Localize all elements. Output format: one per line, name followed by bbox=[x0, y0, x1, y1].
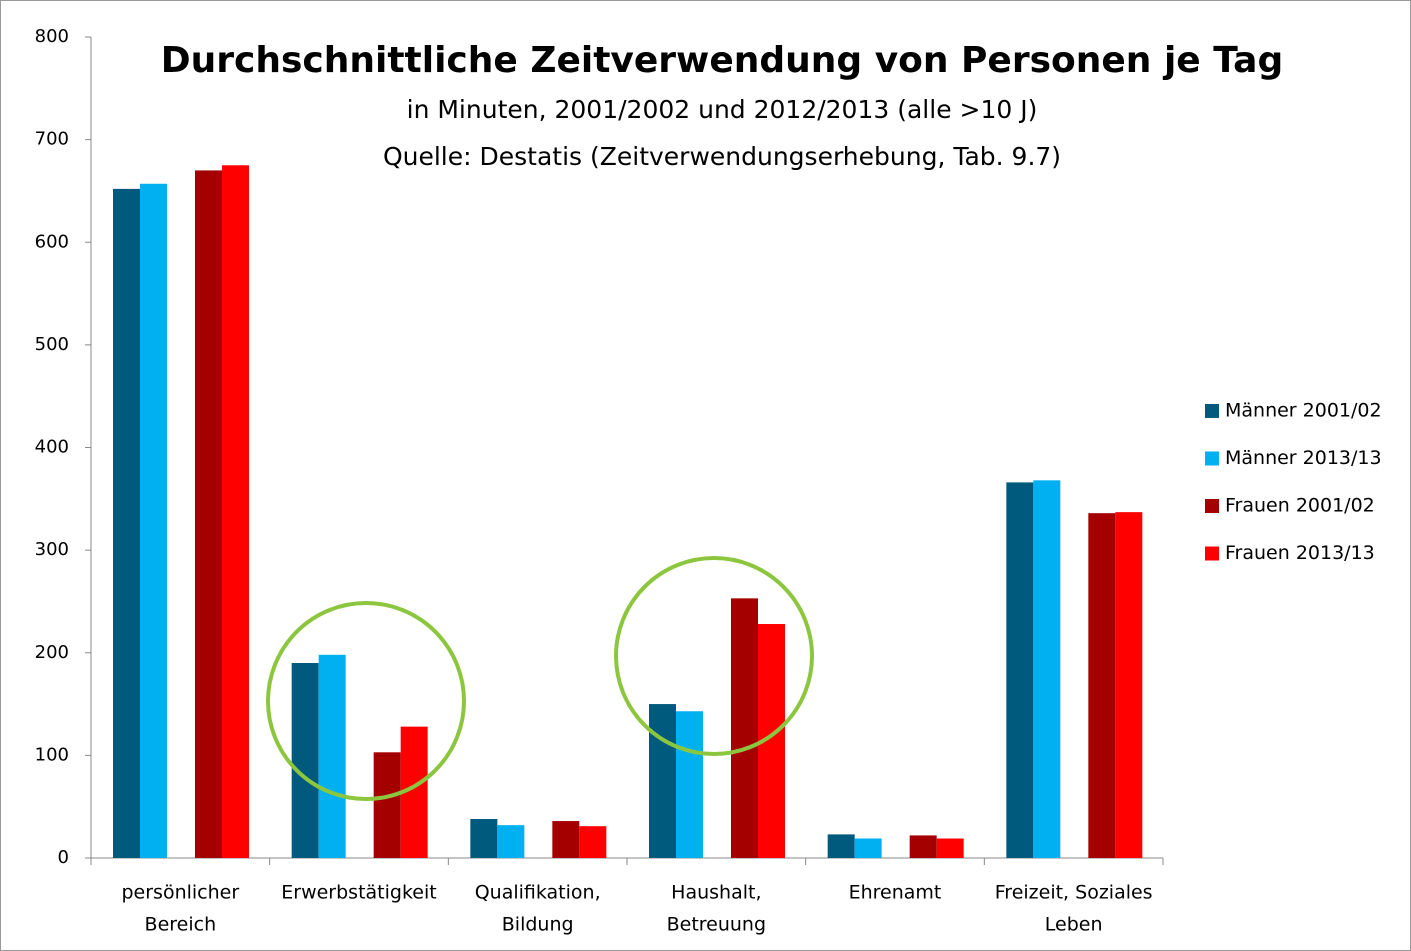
x-tick-label: Bildung bbox=[502, 914, 574, 936]
highlight-circle bbox=[614, 556, 814, 756]
legend-label: Männer 2013/13 bbox=[1225, 447, 1382, 469]
y-tick-label: 0 bbox=[58, 847, 69, 868]
bar bbox=[936, 838, 964, 858]
x-tick-label: Freizeit, Soziales bbox=[995, 882, 1153, 904]
x-tick-label: Qualifikation, bbox=[475, 882, 601, 904]
bar bbox=[579, 826, 607, 858]
bar bbox=[1006, 482, 1034, 858]
legend-swatch bbox=[1205, 451, 1219, 466]
y-tick-label: 600 bbox=[35, 231, 69, 252]
bar bbox=[552, 821, 580, 858]
legend-label: Frauen 2013/13 bbox=[1225, 542, 1375, 564]
y-tick-label: 300 bbox=[35, 539, 69, 560]
plot: 0 100 200 300 400 500 600 700 800 persönlicher Ber… bbox=[35, 26, 1382, 936]
bar bbox=[909, 835, 937, 858]
x-tick-label: persönlicher bbox=[121, 882, 239, 904]
legend-label: Frauen 2001/02 bbox=[1225, 495, 1375, 517]
bar bbox=[731, 598, 758, 858]
y-tick-label: 400 bbox=[35, 437, 69, 458]
chart-subtitle: Quelle: Destatis (Zeitverwendungserhebun… bbox=[383, 142, 1061, 171]
legend-swatch bbox=[1205, 404, 1219, 418]
x-tick-label: Leben bbox=[1045, 914, 1103, 936]
bar bbox=[649, 704, 676, 858]
x-tick-label: Haushalt, bbox=[671, 882, 761, 904]
chart-title: Durchschnittliche Zeitverwendung von Per… bbox=[161, 40, 1284, 81]
bar bbox=[195, 170, 222, 859]
legend-swatch bbox=[1205, 499, 1219, 513]
bar bbox=[1088, 513, 1116, 858]
x-tick-label: Betreuung bbox=[667, 914, 766, 936]
legend-label: Männer 2001/02 bbox=[1225, 400, 1382, 422]
bar bbox=[827, 834, 855, 858]
x-tick-label: Erwerbstätigkeit bbox=[281, 882, 436, 904]
bar bbox=[676, 711, 703, 858]
x-tick-label: Bereich bbox=[145, 914, 217, 936]
x-tick-label: Ehrenamt bbox=[849, 882, 942, 904]
bar bbox=[291, 663, 319, 858]
y-tick-label: 500 bbox=[35, 334, 69, 355]
bar bbox=[1115, 512, 1143, 858]
chart-subtitle: in Minuten, 2001/2002 und 2012/2013 (all… bbox=[407, 95, 1038, 124]
bar bbox=[854, 838, 882, 858]
bar bbox=[140, 183, 167, 858]
bar bbox=[1033, 480, 1061, 858]
bar bbox=[113, 188, 140, 858]
bar bbox=[373, 752, 401, 858]
y-tick-label: 800 bbox=[35, 26, 69, 47]
bar bbox=[318, 654, 346, 858]
y-tick-label: 200 bbox=[35, 642, 69, 663]
highlight-circle bbox=[266, 601, 466, 801]
y-tick-label: 700 bbox=[35, 129, 69, 150]
bar bbox=[497, 825, 525, 858]
bar bbox=[222, 165, 249, 858]
bar bbox=[470, 819, 498, 858]
legend-swatch bbox=[1205, 546, 1219, 561]
y-tick-label: 100 bbox=[35, 744, 69, 765]
